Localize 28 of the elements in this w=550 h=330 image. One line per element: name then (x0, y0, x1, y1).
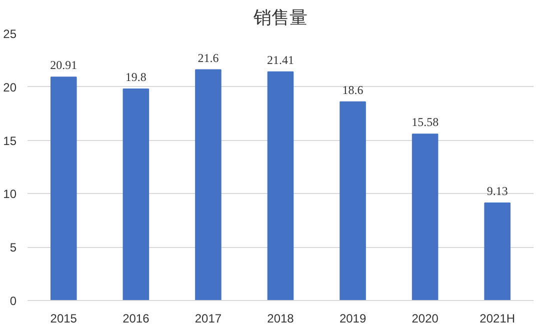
data-label: 21.6 (198, 50, 219, 65)
x-tick-label: 2016 (122, 312, 150, 326)
x-tick-label: 2019 (339, 312, 366, 326)
y-tick-label: 10 (3, 187, 17, 202)
y-tick-label: 20 (3, 80, 17, 94)
y-tick-label: 5 (10, 240, 17, 255)
x-tick-label: 2021H (480, 312, 516, 326)
x-tick-label: 2020 (412, 312, 439, 326)
y-tick-label: 0 (10, 294, 17, 308)
data-label: 19.8 (125, 70, 146, 84)
x-tick-label: 2018 (267, 312, 294, 326)
bar (267, 71, 294, 300)
bar (50, 76, 77, 300)
data-label: 20.91 (50, 58, 78, 72)
data-label: 15.58 (412, 115, 439, 130)
y-tick-label: 15 (3, 134, 17, 148)
data-label: 18.6 (342, 82, 364, 97)
x-tick-label: 2015 (50, 312, 78, 326)
y-tick-label: 25 (3, 27, 17, 41)
data-label: 9.13 (486, 184, 508, 198)
data-label: 21.41 (267, 52, 294, 67)
bar (195, 69, 222, 300)
bar (340, 101, 366, 300)
bar (484, 202, 511, 300)
bar (412, 134, 438, 300)
x-tick-label: 2017 (194, 312, 222, 326)
chart-title: 销售量 (252, 8, 308, 28)
bar (122, 88, 150, 300)
